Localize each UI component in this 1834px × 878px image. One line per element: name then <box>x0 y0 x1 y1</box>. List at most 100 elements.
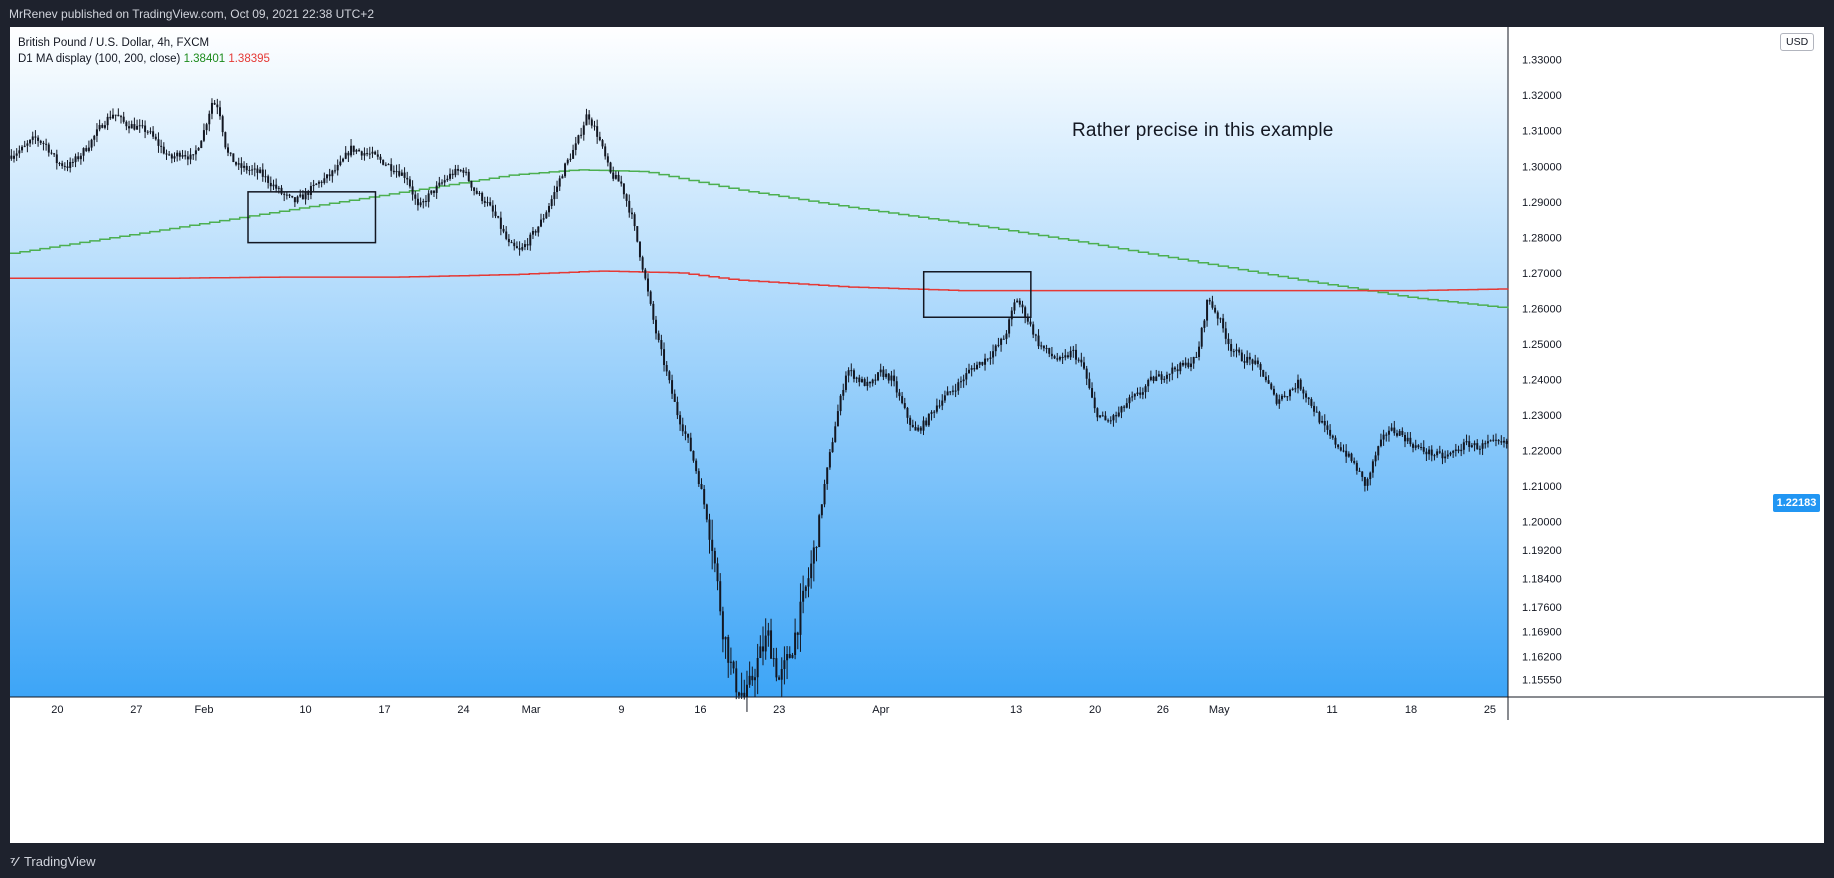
time-tick-label: 20 <box>1089 704 1101 716</box>
tradingview-logo[interactable]: ⁷⁄ TradingView <box>10 854 95 869</box>
price-tick-label: 1.29000 <box>1522 197 1562 209</box>
candle-body <box>823 483 826 505</box>
candle-body <box>842 389 845 396</box>
candle-body <box>1008 319 1011 334</box>
candle-body <box>269 182 272 187</box>
candle-body <box>200 140 203 149</box>
candle-body <box>74 156 77 163</box>
candle-body <box>366 153 369 155</box>
candle-body <box>1275 394 1278 404</box>
last-price-tag: 1.22183 <box>1773 494 1820 512</box>
candle-body <box>644 269 647 279</box>
candle-body <box>229 152 232 154</box>
candle-body <box>336 164 339 171</box>
candle-body <box>529 234 532 246</box>
candle-body <box>633 214 636 227</box>
candle-body <box>780 669 783 680</box>
candle-body <box>50 152 53 154</box>
price-chart[interactable]: 1.33000 1.32000 1.31000 1.30000 1.29000 1.280… <box>10 27 1824 843</box>
candle-body <box>1010 310 1013 320</box>
candle-body <box>574 143 577 150</box>
candle-body <box>984 358 987 365</box>
candle-body <box>836 411 839 427</box>
candle-body <box>1246 356 1249 363</box>
candle-body <box>946 391 949 396</box>
candle-body <box>564 163 567 177</box>
candle-body <box>1091 388 1094 398</box>
candle-body <box>903 403 906 408</box>
candle-body <box>77 156 80 160</box>
candle-body <box>1112 415 1115 421</box>
candle-body <box>826 467 829 484</box>
candle-body <box>165 153 168 155</box>
candle-body <box>1080 359 1083 363</box>
candle-body <box>109 116 112 119</box>
candle-body <box>465 171 468 173</box>
candle-body <box>545 212 548 219</box>
candle-body <box>1347 453 1350 457</box>
candle-body <box>194 150 197 155</box>
candle-body <box>558 178 561 187</box>
ma100-value: 1.38401 <box>183 53 226 65</box>
candle-body <box>168 154 171 156</box>
candle-body <box>1486 441 1489 444</box>
candle-body <box>834 426 837 443</box>
candle-body <box>933 411 936 413</box>
candle-body <box>887 373 890 381</box>
candle-body <box>556 186 559 193</box>
ma100-line <box>10 169 1509 309</box>
candle-body <box>708 519 711 540</box>
price-axis-background <box>1508 27 1824 697</box>
candle-body <box>173 156 176 159</box>
candle-body <box>1066 355 1069 358</box>
candle-body <box>1430 449 1433 456</box>
candle-body <box>1329 429 1332 436</box>
candle-body <box>796 632 799 635</box>
candle-body <box>1379 439 1382 447</box>
candle-body <box>307 192 310 196</box>
candle-body <box>1395 433 1398 436</box>
candle-body <box>614 174 617 179</box>
candle-body <box>446 178 449 181</box>
candle-body <box>497 216 500 218</box>
candle-body <box>382 159 385 165</box>
candle-body <box>1473 443 1476 446</box>
candle-body <box>416 198 419 206</box>
candle-body <box>462 170 465 173</box>
candle-body <box>1363 476 1366 486</box>
time-tick-label: 9 <box>618 704 624 716</box>
candle-body <box>1232 351 1235 353</box>
chart-frame[interactable]: 1.33000 1.32000 1.31000 1.30000 1.29000 1.280… <box>10 27 1824 843</box>
candle-body <box>467 171 470 182</box>
candle-body <box>87 147 90 151</box>
candle-body <box>138 125 141 127</box>
candle-body <box>732 661 735 669</box>
candle-body <box>1465 441 1468 443</box>
candle-body <box>828 452 831 468</box>
time-axis-background <box>10 697 1824 843</box>
candle-body <box>146 131 149 133</box>
candle-body <box>111 114 114 119</box>
candle-body <box>414 194 417 199</box>
candle-body <box>1013 302 1016 311</box>
candle-body <box>208 113 211 125</box>
candle-body <box>1214 307 1217 313</box>
time-tick-label: 26 <box>1157 704 1169 716</box>
candle-body <box>1267 380 1270 384</box>
candle-body <box>34 136 37 138</box>
candle-body <box>240 163 243 168</box>
candle-body <box>745 684 748 697</box>
candle-body <box>775 658 778 678</box>
candle-body <box>152 131 155 137</box>
candle-body <box>855 377 858 379</box>
candle-body <box>727 637 730 663</box>
candle-body <box>1045 348 1048 350</box>
candle-body <box>1016 300 1019 303</box>
candle-body <box>339 161 342 165</box>
currency-selector[interactable]: USD <box>1780 33 1815 51</box>
candle-body <box>606 156 609 163</box>
candle-body <box>965 373 968 380</box>
candle-body <box>395 171 398 173</box>
candle-body <box>676 401 679 416</box>
candle-body <box>347 152 350 156</box>
